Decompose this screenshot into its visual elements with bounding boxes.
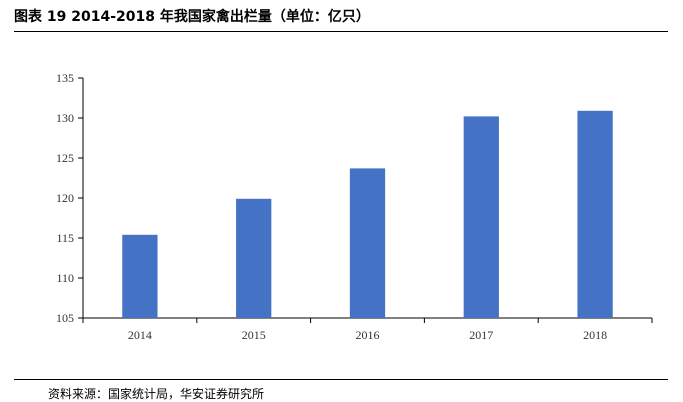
y-tick-label: 120 <box>56 191 74 205</box>
x-tick-label-2017: 2017 <box>469 328 493 342</box>
source-note: 资料来源：国家统计局，华安证券研究所 <box>48 387 265 401</box>
bars <box>122 110 613 319</box>
bar-2016 <box>349 168 386 318</box>
x-tick-label-2015: 2015 <box>242 328 266 342</box>
bar-2015 <box>236 198 272 318</box>
y-tick-label: 130 <box>56 111 74 125</box>
x-tick-label-2014: 2014 <box>128 328 152 342</box>
title-divider <box>14 31 668 32</box>
y-axis: 105 110 115 120 125 130 135 <box>56 71 84 325</box>
x-tick-label-2018: 2018 <box>583 328 607 342</box>
bar-2014 <box>122 234 158 318</box>
footer-divider <box>14 379 668 380</box>
y-tick-label: 125 <box>56 151 74 165</box>
bar-2017 <box>463 116 499 319</box>
bar-2018 <box>577 110 613 318</box>
y-tick-label: 105 <box>56 311 74 325</box>
y-tick-label: 135 <box>56 71 74 85</box>
x-tick-label-2016: 2016 <box>356 328 380 342</box>
y-tick-label: 110 <box>56 271 74 285</box>
y-tick-label: 115 <box>56 231 74 245</box>
chart-title: 图表 19 2014-2018 年我国家禽出栏量（单位：亿只） <box>14 9 370 25</box>
x-axis: 2014 2015 2016 2017 2018 <box>82 317 653 342</box>
